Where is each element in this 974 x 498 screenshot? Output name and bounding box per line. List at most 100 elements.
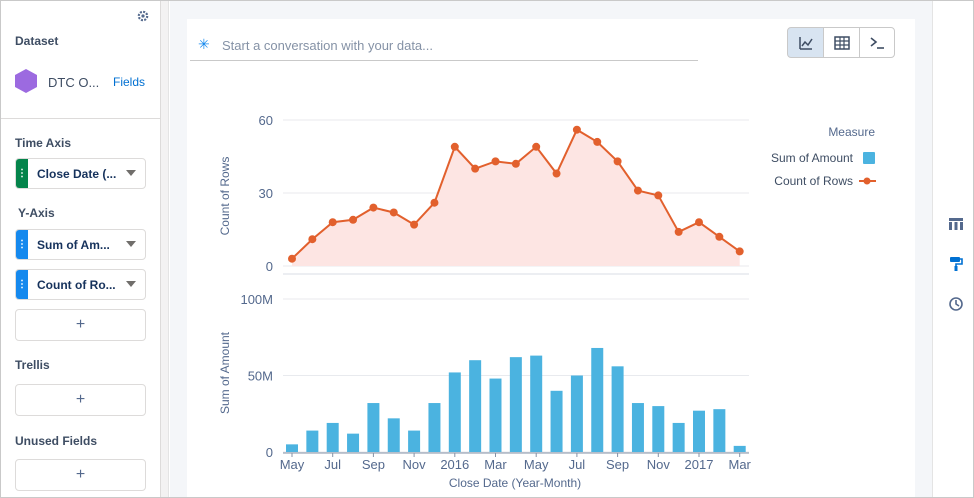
- count-point: [471, 164, 480, 173]
- amount-bar: [509, 357, 522, 452]
- time-axis-label: Time Axis: [15, 136, 72, 150]
- chart-view-button[interactable]: [787, 27, 824, 58]
- amount-bar: [713, 409, 726, 452]
- amount-bar: [448, 372, 461, 452]
- count-point: [674, 227, 683, 236]
- y-axis-label: Y-Axis: [18, 206, 55, 220]
- count-point: [450, 142, 459, 151]
- amount-bar: [286, 444, 298, 452]
- trellis-icon[interactable]: [948, 216, 964, 232]
- count-point: [552, 169, 561, 178]
- y-axis-title-count: Count of Rows: [218, 157, 232, 236]
- left-panel-scrollbar[interactable]: [161, 1, 169, 497]
- amount-bar: [530, 355, 543, 452]
- y-tick-label: 30: [259, 186, 273, 201]
- legend-item-label: Sum of Amount: [771, 151, 854, 165]
- x-tick-label: Sep: [362, 457, 385, 472]
- dataset-name[interactable]: DTC O...: [48, 75, 100, 90]
- trellis-label: Trellis: [15, 358, 50, 372]
- time-axis-field-label: Close Date (...: [37, 167, 117, 181]
- amount-bar: [570, 375, 583, 452]
- left-panel: Dataset DTC O... Fields Time Axis ⋮ Clos…: [1, 1, 161, 497]
- legend-swatch-bar: [863, 152, 875, 164]
- dataset-label: Dataset: [15, 34, 59, 48]
- add-unused-field-button[interactable]: +: [15, 459, 146, 491]
- x-tick-label: Nov: [403, 457, 427, 472]
- count-area: [292, 129, 740, 266]
- count-point: [735, 247, 744, 256]
- x-tick-label: Nov: [647, 457, 671, 472]
- history-icon[interactable]: [948, 296, 964, 312]
- count-point: [430, 198, 439, 207]
- y-axis-field-pill[interactable]: ⋮ Sum of Am...: [15, 229, 146, 260]
- amount-bar: [489, 378, 502, 452]
- count-point: [654, 191, 663, 200]
- x-tick-label: Sep: [606, 457, 629, 472]
- count-point: [532, 142, 541, 151]
- y-tick-label: 0: [266, 445, 273, 460]
- chart-view-icon: [798, 37, 813, 50]
- y-axis-field-pill[interactable]: ⋮ Count of Ro...: [15, 269, 146, 300]
- dataset-row[interactable]: DTC O... Fields: [15, 67, 155, 97]
- count-point: [695, 218, 703, 227]
- y-tick-label: 50M: [248, 369, 273, 384]
- count-point: [308, 235, 317, 244]
- y-tick-label: 100M: [240, 292, 273, 307]
- x-axis-title: Close Date (Year-Month): [449, 476, 581, 490]
- count-point: [511, 159, 520, 168]
- count-point: [572, 125, 581, 134]
- fields-link[interactable]: Fields: [113, 75, 146, 89]
- count-point: [491, 157, 500, 166]
- y-axis-field-label: Count of Ro...: [37, 278, 116, 292]
- count-point: [715, 232, 724, 241]
- count-point: [613, 157, 622, 166]
- count-point: [349, 215, 358, 224]
- drag-handle-icon[interactable]: ⋮: [16, 159, 28, 188]
- count-point: [633, 186, 642, 195]
- chevron-down-icon[interactable]: [126, 281, 136, 287]
- unused-fields-label: Unused Fields: [15, 434, 98, 448]
- search-input[interactable]: ✳ Start a conversation with your data...: [190, 29, 698, 61]
- x-tick-label: Mar: [729, 457, 752, 472]
- amount-bar: [672, 422, 685, 452]
- amount-bar: [428, 403, 441, 452]
- y-tick-label: 0: [266, 259, 273, 274]
- time-axis-field-pill[interactable]: ⋮ Close Date (...: [15, 158, 146, 189]
- chevron-down-icon[interactable]: [126, 241, 136, 247]
- x-tick-label: May: [280, 457, 305, 472]
- drag-handle-icon[interactable]: ⋮: [16, 270, 28, 299]
- query-view-icon: [870, 37, 884, 49]
- add-trellis-button[interactable]: +: [15, 384, 146, 416]
- y-axis-field-label: Sum of Am...: [37, 238, 110, 252]
- table-view-icon: [833, 36, 850, 50]
- x-tick-label: Jul: [324, 457, 341, 472]
- x-tick-label: 2017: [685, 457, 714, 472]
- gear-icon[interactable]: [135, 8, 151, 24]
- amount-bar: [408, 430, 421, 452]
- amount-bar: [347, 433, 360, 452]
- x-tick-label: 2016: [440, 457, 469, 472]
- amount-bar: [326, 422, 339, 452]
- right-rail: [932, 1, 973, 497]
- sparkle-icon: ✳: [198, 36, 210, 52]
- chevron-down-icon[interactable]: [126, 170, 136, 176]
- dataset-hex-icon: [15, 69, 37, 93]
- x-tick-label: May: [524, 457, 549, 472]
- drag-handle-icon[interactable]: ⋮: [16, 230, 28, 259]
- count-point: [369, 203, 378, 212]
- search-placeholder: Start a conversation with your data...: [222, 38, 433, 53]
- amount-bar: [367, 403, 380, 452]
- count-point: [389, 208, 398, 217]
- query-view-button[interactable]: [859, 27, 895, 58]
- add-y-axis-button[interactable]: +: [15, 309, 146, 341]
- legend-swatch-point: [863, 177, 871, 185]
- count-point: [593, 137, 602, 146]
- divider: [1, 118, 161, 119]
- y-tick-label: 60: [259, 113, 273, 128]
- format-icon[interactable]: [948, 256, 964, 272]
- count-point: [328, 218, 337, 227]
- x-tick-label: Jul: [569, 457, 586, 472]
- legend-item-label: Count of Rows: [774, 174, 853, 188]
